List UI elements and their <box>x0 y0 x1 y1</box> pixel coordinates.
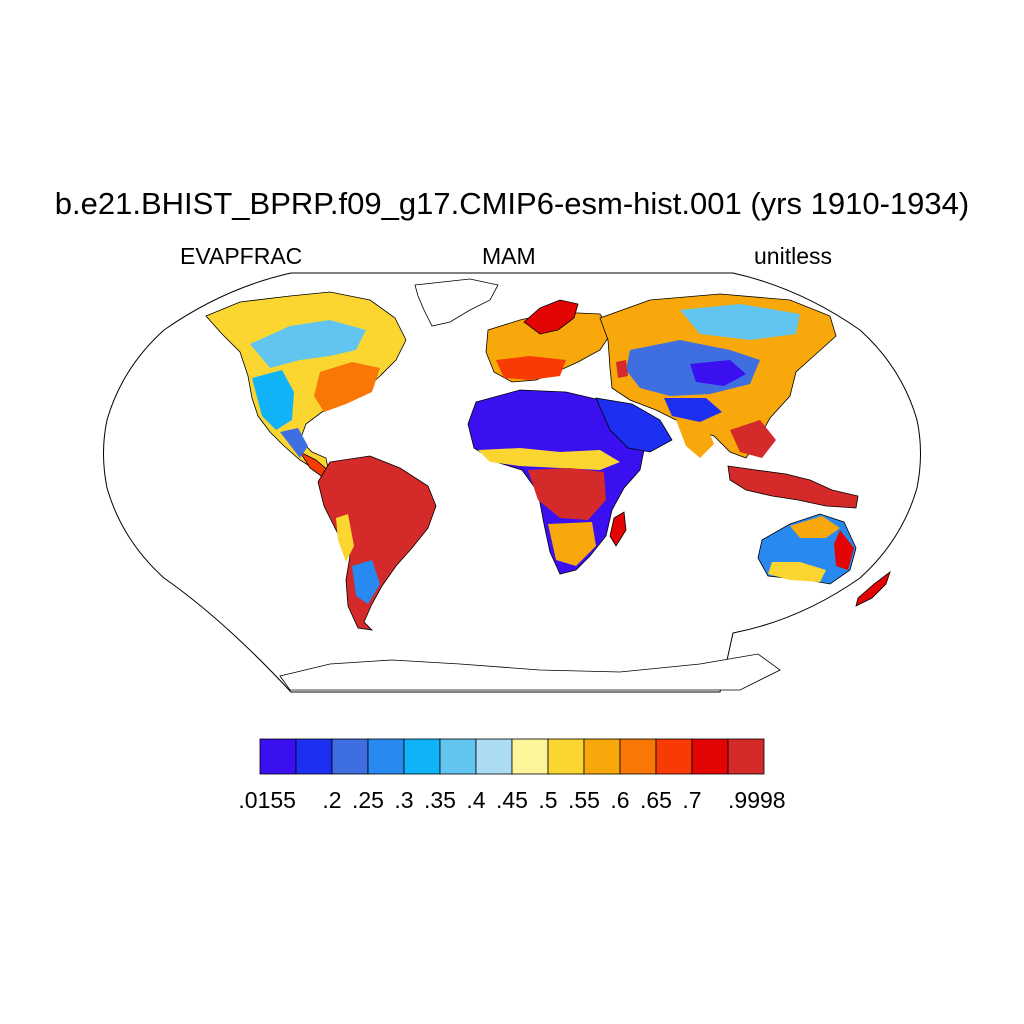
colorbar-tick-label: .25 <box>352 787 384 813</box>
colorbar-box <box>331 738 369 775</box>
colorbar-box <box>439 738 477 775</box>
units-label: unitless <box>754 243 832 269</box>
colorbar-tick-label: .2 <box>322 787 341 813</box>
colorbar-box <box>655 738 693 775</box>
season-label: MAM <box>482 243 536 269</box>
plot-title: b.e21.BHIST_BPRP.f09_g17.CMIP6-esm-hist.… <box>54 186 970 221</box>
region-patagonia <box>352 560 380 604</box>
antarctica <box>279 653 781 691</box>
region-australia-east <box>834 530 854 570</box>
greenland <box>414 278 499 327</box>
colorbar-box <box>403 738 441 775</box>
colorbar-tick-label: .45 <box>496 787 528 813</box>
region-tibet <box>664 398 722 422</box>
region-south-africa <box>548 522 596 566</box>
colorbar-box <box>295 738 333 775</box>
region-australia-south <box>768 562 826 582</box>
colorbar-box <box>367 738 405 775</box>
colorbar-tick-label: .55 <box>568 787 600 813</box>
region-australia-north <box>790 516 840 538</box>
region-se-asia <box>730 420 776 458</box>
colorbar-tick-label: .4 <box>466 787 485 813</box>
region-congo <box>528 468 606 520</box>
region-canada-blue <box>250 320 366 368</box>
colorbar-box <box>259 738 297 775</box>
colorbar-tick-label: .9998 <box>728 787 786 813</box>
arabian-peninsula <box>595 397 673 453</box>
colorbar-box <box>511 738 549 775</box>
colorbar-box <box>475 738 513 775</box>
colorbar-tick-label: .65 <box>640 787 672 813</box>
region-gobi <box>690 360 746 386</box>
region-eastern-na <box>314 362 380 412</box>
colorbar-box <box>547 738 585 775</box>
new-zealand <box>855 570 891 607</box>
variable-label: EVAPFRAC <box>180 243 303 269</box>
madagascar <box>609 511 627 547</box>
region-andes <box>336 514 354 562</box>
maritime-continent <box>727 465 859 509</box>
colorbar-tick-label: .35 <box>424 787 456 813</box>
colorbar-tick-label: .3 <box>394 787 413 813</box>
colorbar-tick-label: .0155 <box>238 787 296 813</box>
region-india <box>676 420 714 458</box>
colorbar-box <box>583 738 621 775</box>
region-siberia <box>680 304 800 340</box>
colorbar-box <box>691 738 729 775</box>
region-mexico <box>280 428 308 458</box>
colorbar-tick-label: .7 <box>682 787 701 813</box>
region-sahel <box>478 448 620 470</box>
region-caspian <box>616 360 628 378</box>
scandinavia <box>523 299 579 335</box>
colorbar-tick-label: .5 <box>538 787 557 813</box>
colorbar-tick-label: .6 <box>610 787 629 813</box>
region-mediterranean <box>496 356 566 380</box>
colorbar-box <box>619 738 657 775</box>
region-western-usa <box>252 370 294 430</box>
colorbar-box <box>727 738 765 775</box>
